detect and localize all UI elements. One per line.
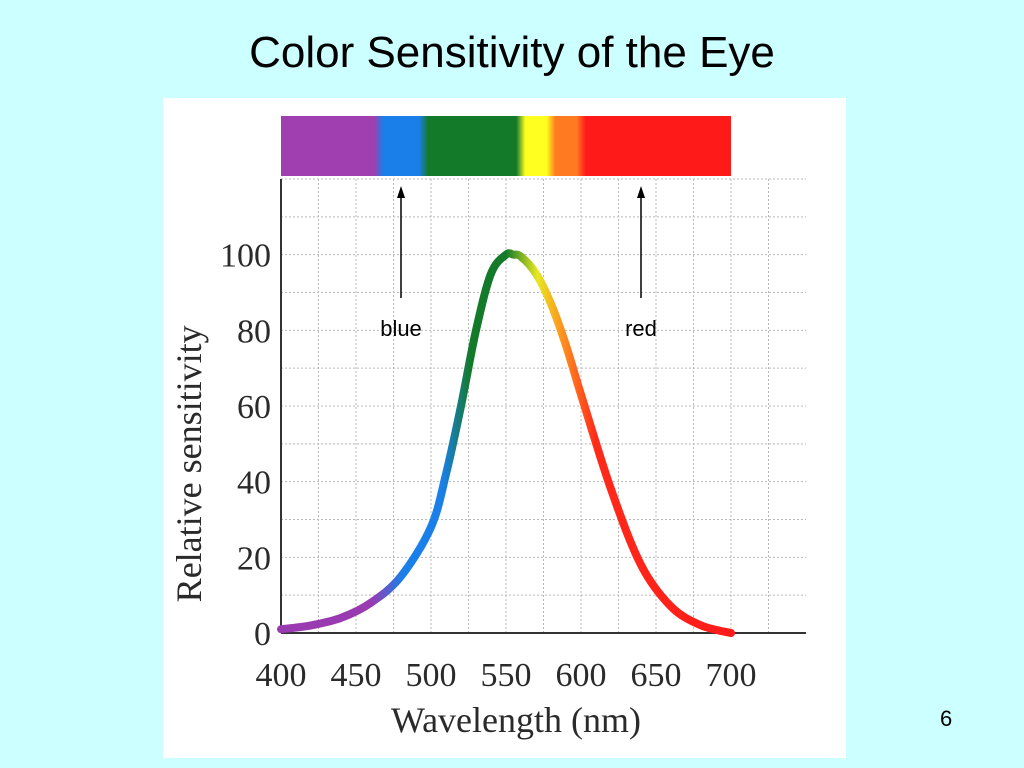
x-tick-label: 650	[631, 657, 682, 694]
y-axis-label: Relative sensitivity	[169, 325, 209, 602]
grid	[281, 178, 806, 633]
x-tick-label: 550	[481, 657, 532, 694]
sensitivity-curve	[277, 249, 735, 637]
annotations: blue red	[380, 186, 657, 341]
slide-title: Color Sensitivity of the Eye	[249, 28, 775, 77]
spectrum-band	[281, 116, 731, 176]
annotation-label: blue	[380, 316, 422, 341]
y-tick-label: 0	[254, 616, 271, 653]
tick-labels: 400 450 500 550 600 650 700 0 20 40 60 80 100	[220, 238, 757, 694]
y-tick-label: 60	[237, 389, 271, 426]
annotation-label: red	[625, 316, 657, 341]
x-tick-label: 600	[556, 657, 607, 694]
blue-annotation: blue	[380, 186, 422, 341]
x-tick-label: 500	[406, 657, 457, 694]
y-tick-label: 40	[237, 465, 271, 502]
x-axis-label: Wavelength (nm)	[391, 700, 641, 740]
x-tick-label: 700	[706, 657, 757, 694]
page-number: 6	[940, 706, 953, 731]
x-tick-label: 400	[256, 657, 307, 694]
x-tick-label: 450	[331, 657, 382, 694]
annotation-arrowhead	[397, 186, 405, 198]
sensitivity-chart: 400 450 500 550 600 650 700 0 20 40 60 80 100 blue re…	[169, 116, 806, 740]
red-annotation: red	[625, 186, 657, 341]
y-tick-label: 80	[237, 313, 271, 350]
y-tick-label: 100	[220, 238, 271, 275]
annotation-arrowhead	[637, 186, 645, 198]
figure-panel: 400 450 500 550 600 650 700 0 20 40 60 80 100 blue re…	[163, 98, 846, 758]
y-tick-label: 20	[237, 540, 271, 577]
